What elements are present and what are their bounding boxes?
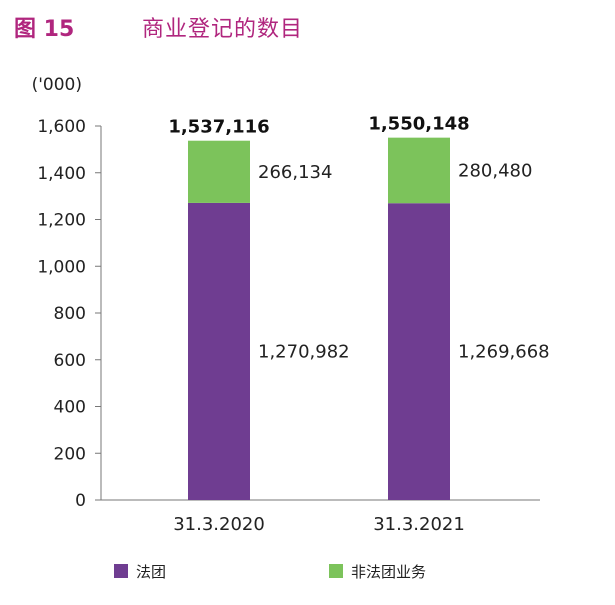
figure-title: 图 15 商业登记的数目 xyxy=(14,10,303,44)
bar-segment-corporations-1 xyxy=(388,203,450,501)
legend-label: 法团 xyxy=(136,563,166,581)
bar-segment-unincorporated-0 xyxy=(188,140,250,203)
bar-segment-unincorporated-1 xyxy=(388,137,450,204)
x-tick-label: 31.3.2020 xyxy=(173,514,265,535)
figure-name: 商业登记的数目 xyxy=(142,17,304,42)
legend-swatch xyxy=(114,564,128,578)
y-tick-label: 200 xyxy=(54,444,86,464)
y-tick-label: 1,400 xyxy=(37,164,86,184)
segment-value-label: 280,480 xyxy=(458,160,532,181)
y-tick-label: 1,000 xyxy=(37,257,86,277)
bar-segment-corporations-0 xyxy=(188,202,250,500)
y-tick-label: 800 xyxy=(54,304,86,324)
y-tick-label: 0 xyxy=(75,491,86,511)
segment-value-label: 266,134 xyxy=(258,162,332,183)
legend-swatch xyxy=(329,564,343,578)
segment-value-label: 1,270,982 xyxy=(258,341,350,362)
legend-label: 非法团业务 xyxy=(351,563,426,581)
y-tick-label: 1,600 xyxy=(37,117,86,137)
segment-value-label: 1,269,668 xyxy=(458,342,550,363)
x-tick-label: 31.3.2021 xyxy=(373,514,465,535)
total-value-label: 1,550,148 xyxy=(368,114,469,135)
figure-number: 图 15 xyxy=(14,17,75,42)
total-value-label: 1,537,116 xyxy=(168,117,269,138)
y-unit-label: ('000) xyxy=(32,75,82,95)
y-tick-label: 1,200 xyxy=(37,211,86,231)
y-tick-label: 600 xyxy=(54,351,86,371)
y-tick-label: 400 xyxy=(54,398,86,418)
